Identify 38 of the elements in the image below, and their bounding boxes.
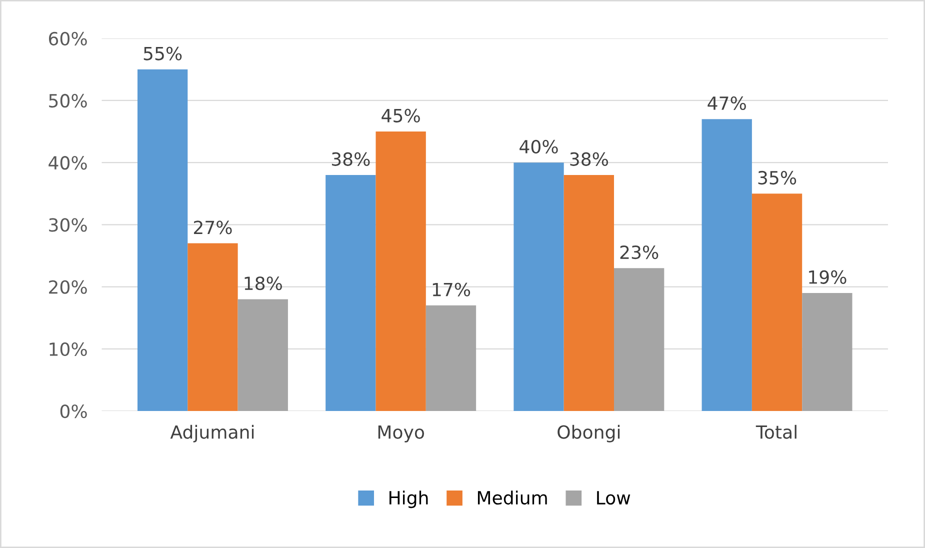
bar bbox=[802, 292, 852, 411]
x-tick-label: Obongi bbox=[558, 424, 620, 442]
legend-label: Medium bbox=[478, 490, 547, 505]
data-label: 27% bbox=[194, 220, 232, 234]
x-tick-label: Moyo bbox=[378, 425, 424, 442]
data-label: 45% bbox=[382, 108, 420, 122]
data-label: 55% bbox=[144, 46, 182, 60]
legend-label: High bbox=[390, 490, 428, 508]
bar bbox=[614, 268, 664, 411]
bar bbox=[564, 174, 614, 411]
y-tick-label: 60% bbox=[48, 32, 87, 46]
data-label: 38% bbox=[332, 152, 370, 166]
data-label: 40% bbox=[520, 140, 558, 154]
bar bbox=[514, 162, 564, 411]
data-label: 18% bbox=[244, 276, 282, 290]
y-tick-label: 50% bbox=[49, 94, 87, 108]
data-label: 23% bbox=[620, 245, 658, 260]
bar bbox=[426, 305, 476, 411]
data-label: 17% bbox=[432, 282, 470, 296]
y-tick-label: 30% bbox=[49, 218, 87, 232]
data-label: 47% bbox=[708, 96, 746, 110]
data-label: 35% bbox=[758, 170, 796, 185]
y-tick-label: 10% bbox=[50, 342, 87, 356]
bar bbox=[188, 243, 238, 411]
y-tick-label: 40% bbox=[48, 156, 87, 170]
x-tick-label: Total bbox=[756, 424, 796, 439]
data-label: 19% bbox=[809, 270, 846, 284]
bar bbox=[376, 132, 426, 411]
bar bbox=[137, 69, 188, 411]
y-tick-label: 0% bbox=[60, 404, 87, 418]
legend-label: Low bbox=[597, 491, 630, 505]
bar bbox=[702, 119, 752, 411]
bar bbox=[326, 174, 376, 411]
x-tick-label: Adjumani bbox=[170, 424, 254, 442]
y-tick-label: 20% bbox=[49, 280, 87, 294]
data-label: 38% bbox=[570, 152, 608, 166]
bar bbox=[752, 194, 802, 411]
bar bbox=[238, 299, 288, 411]
